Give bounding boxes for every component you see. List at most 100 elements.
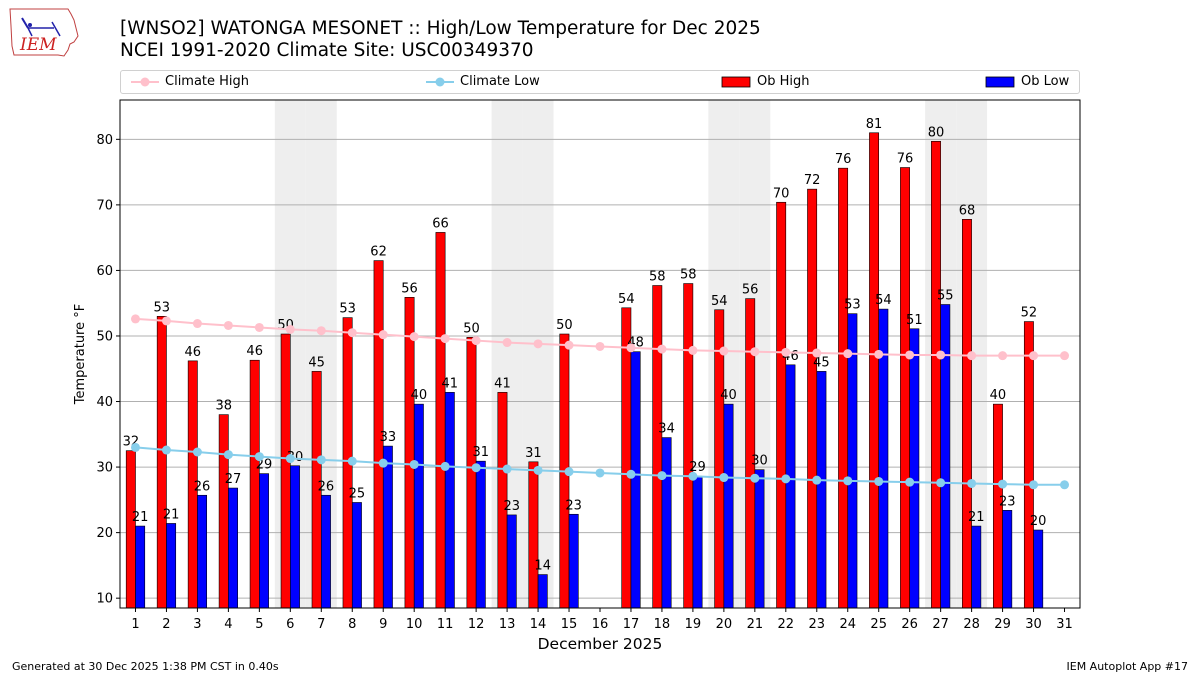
climate-high-point: [905, 350, 915, 360]
climate-low-point: [843, 476, 853, 486]
ob-high-data-label: 31: [525, 446, 542, 461]
ob-high-data-label: 56: [742, 283, 759, 298]
ob-high-data-label: 53: [339, 302, 356, 317]
ob-high-bar: [528, 461, 539, 609]
ob-high-data-label: 68: [959, 203, 976, 218]
ob-low-data-label: 34: [658, 422, 675, 437]
ob-low-bar: [166, 523, 177, 609]
x-tick-label: 17: [623, 617, 640, 632]
climate-low-point: [905, 477, 915, 487]
iem-logo: IEM: [9, 8, 79, 57]
x-tick-label: 6: [286, 617, 294, 632]
climate-high-point: [378, 330, 388, 340]
legend-label: Climate Low: [460, 74, 540, 89]
x-tick-label: 8: [348, 617, 356, 632]
ob-low-bar: [661, 437, 672, 609]
ob-low-bar: [754, 469, 765, 609]
ob-low-bar: [940, 304, 951, 609]
climate-high-point: [998, 351, 1008, 361]
climate-high-point: [750, 347, 760, 357]
climate-low-point: [347, 456, 357, 466]
y-tick-label: 60: [96, 264, 113, 279]
ob-high-bar: [776, 201, 787, 609]
ob-low-data-label: 51: [906, 313, 923, 328]
ob-high-bar: [435, 232, 446, 609]
climate-low-point: [781, 474, 791, 484]
x-tick-label: 19: [685, 617, 702, 632]
climate-low-point: [471, 463, 481, 473]
logo-text: IEM: [19, 35, 57, 55]
ob-high-bar: [683, 283, 694, 609]
climate-high-point: [161, 316, 171, 326]
climate-high-point: [564, 340, 574, 350]
ob-high-bar: [125, 450, 136, 609]
ob-high-data-label: 41: [494, 376, 511, 391]
ob-low-bar: [816, 371, 827, 609]
x-tick-label: 24: [839, 617, 856, 632]
ob-low-bar: [537, 574, 548, 609]
climate-low-point: [192, 447, 202, 457]
climate-high-point: [130, 314, 140, 324]
x-tick-label: 18: [654, 617, 671, 632]
climate-high-point: [316, 326, 326, 336]
x-tick-label: 22: [778, 617, 795, 632]
ob-high-data-label: 54: [618, 292, 635, 307]
ob-high-bar: [1023, 321, 1034, 609]
y-axis-label: Temperature °F: [73, 304, 88, 405]
ob-low-data-label: 21: [163, 507, 180, 522]
climate-high-point: [502, 338, 512, 348]
climate-low-point: [936, 478, 946, 488]
climate-high-point: [967, 351, 977, 361]
legend-climate-low: Climate Low: [426, 74, 540, 89]
ob-low-bar: [382, 445, 393, 609]
ob-high-bar: [280, 333, 291, 609]
ob-high-data-label: 50: [463, 321, 480, 336]
climate-high-point: [719, 346, 729, 356]
climate-high-point: [843, 349, 853, 359]
x-tick-label: 15: [561, 617, 578, 632]
ob-high-bar: [962, 218, 972, 609]
climate-high-point: [1029, 351, 1039, 361]
ob-low-bar: [723, 403, 734, 609]
climate-low-point: [378, 458, 388, 468]
ob-high-data-label: 62: [370, 245, 387, 260]
x-tick-label: 27: [932, 617, 949, 632]
x-tick-label: 14: [530, 617, 547, 632]
x-tick-label: 9: [379, 617, 387, 632]
ob-low-data-label: 25: [349, 486, 366, 501]
climate-low-point: [998, 479, 1008, 489]
ob-low-data-label: 31: [473, 445, 490, 460]
x-tick-label: 13: [499, 617, 516, 632]
ob-low-data-label: 14: [534, 559, 551, 574]
climate-low-point: [1029, 480, 1039, 490]
x-tick-label: 29: [994, 617, 1011, 632]
x-tick-label: 7: [317, 617, 325, 632]
ob-high-data-label: 40: [990, 388, 1007, 403]
ob-low-data-label: 26: [318, 479, 335, 494]
footer-app: IEM Autoplot App #17: [1066, 660, 1189, 673]
ob-low-bar: [785, 364, 796, 609]
climate-low-point: [595, 468, 605, 478]
legend-ob-low: Ob Low: [985, 74, 1069, 89]
ob-low-bar: [320, 494, 331, 609]
climate-high-point: [285, 324, 295, 334]
ob-high-bar: [807, 188, 818, 609]
ob-high-bar: [838, 167, 849, 609]
ob-high-data-label: 70: [773, 186, 790, 201]
ob-high-data-label: 66: [432, 216, 449, 231]
climate-low-point: [750, 473, 760, 483]
ob-low-bar: [909, 328, 920, 609]
ob-high-data-label: 52: [1021, 306, 1038, 321]
climate-low-point: [688, 471, 698, 481]
ob-low-data-label: 55: [937, 289, 954, 304]
climate-high-point: [595, 341, 605, 351]
legend-marker-ob-low: [985, 76, 1015, 87]
x-tick-label: 11: [437, 617, 454, 632]
x-tick-label: 25: [870, 617, 887, 632]
climate-low-point: [254, 452, 264, 462]
ob-low-bar: [630, 351, 641, 609]
ob-high-bar: [652, 285, 663, 609]
x-tick-label: 23: [809, 617, 826, 632]
legend-marker-ob-high: [721, 76, 751, 87]
x-tick-label: 4: [224, 617, 232, 632]
